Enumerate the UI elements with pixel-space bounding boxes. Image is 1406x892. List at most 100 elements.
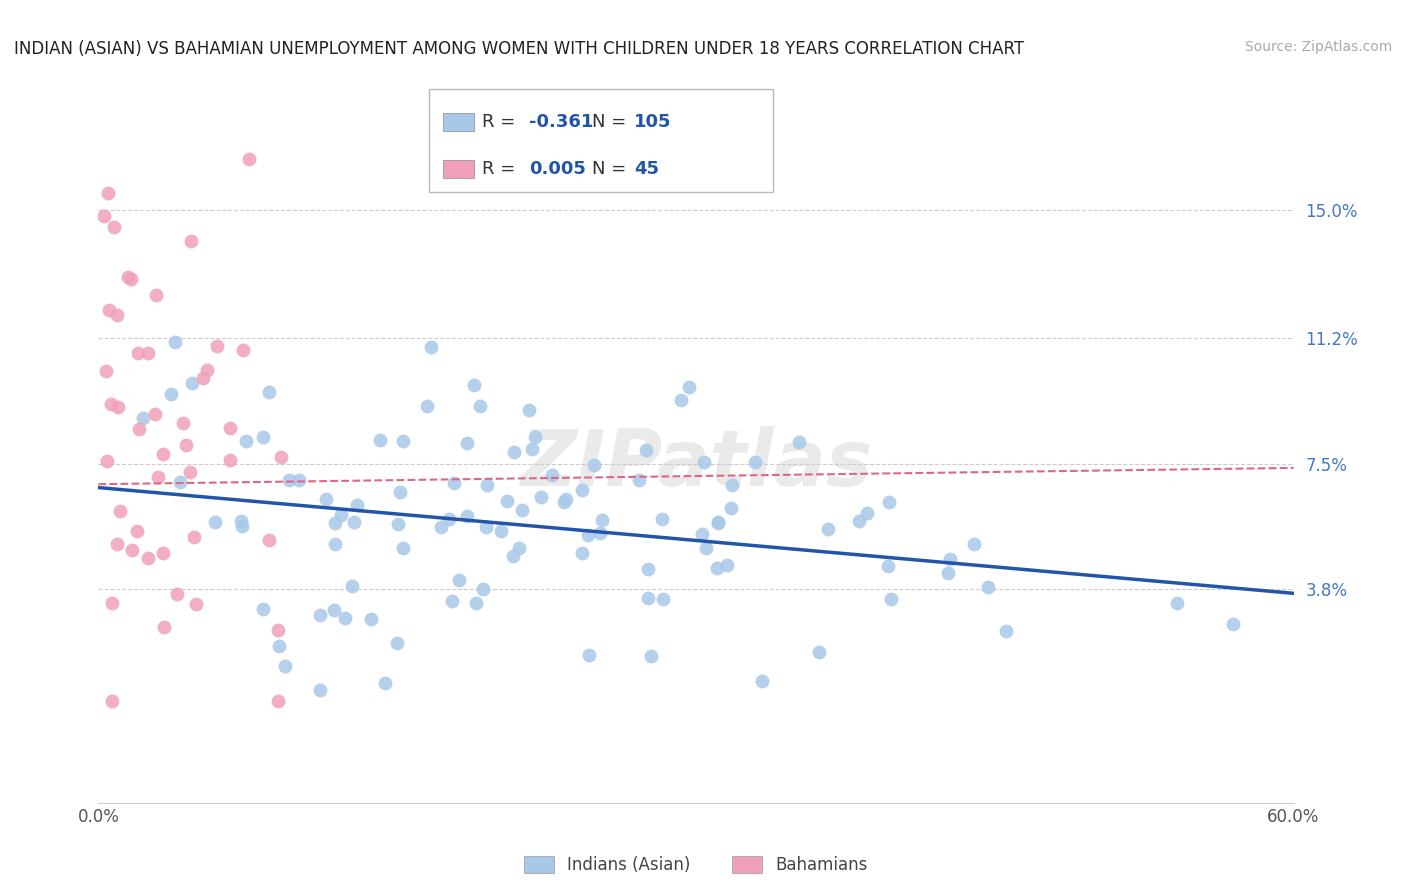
- Point: [637, 561, 659, 575]
- Text: Source: ZipAtlas.com: Source: ZipAtlas.com: [1244, 40, 1392, 54]
- Text: R =: R =: [482, 113, 522, 131]
- Point: [127, 346, 149, 360]
- Point: [553, 494, 575, 508]
- Point: [152, 447, 174, 461]
- Point: [640, 648, 662, 663]
- Point: [143, 408, 166, 422]
- Point: [145, 288, 167, 302]
- Point: [360, 612, 382, 626]
- Point: [105, 308, 128, 322]
- Point: [96, 454, 118, 468]
- Point: [817, 522, 839, 536]
- Point: [172, 416, 194, 430]
- Point: [468, 400, 491, 414]
- Point: [163, 334, 186, 349]
- Point: [125, 524, 148, 538]
- Point: [146, 470, 169, 484]
- Point: [93, 210, 115, 224]
- Point: [491, 524, 513, 539]
- Point: [591, 513, 613, 527]
- Point: [430, 520, 453, 534]
- Point: [346, 498, 368, 512]
- Point: [160, 387, 183, 401]
- Text: N =: N =: [592, 113, 631, 131]
- Point: [96, 364, 118, 378]
- Point: [219, 453, 242, 467]
- Point: [391, 434, 413, 449]
- Point: [588, 526, 610, 541]
- Point: [252, 430, 274, 444]
- Point: [169, 475, 191, 489]
- Point: [184, 597, 207, 611]
- Point: [995, 624, 1018, 638]
- Point: [387, 636, 409, 650]
- Point: [136, 551, 159, 566]
- Point: [288, 473, 311, 487]
- Point: [181, 376, 204, 390]
- Point: [443, 475, 465, 490]
- Point: [751, 674, 773, 689]
- Point: [101, 596, 124, 610]
- Point: [100, 397, 122, 411]
- Point: [787, 434, 810, 449]
- Point: [278, 473, 301, 487]
- Point: [340, 579, 363, 593]
- Point: [257, 533, 280, 547]
- Point: [716, 558, 738, 572]
- Point: [153, 620, 176, 634]
- Text: INDIAN (ASIAN) VS BAHAMIAN UNEMPLOYMENT AMONG WOMEN WITH CHILDREN UNDER 18 YEARS: INDIAN (ASIAN) VS BAHAMIAN UNEMPLOYMENT …: [14, 40, 1024, 58]
- Point: [179, 465, 201, 479]
- Point: [706, 561, 728, 575]
- Point: [103, 219, 125, 234]
- Legend: Indians (Asian), Bahamians: Indians (Asian), Bahamians: [516, 847, 876, 882]
- Point: [323, 516, 346, 530]
- Point: [583, 458, 606, 473]
- Point: [238, 152, 260, 166]
- Text: 0.005: 0.005: [529, 161, 585, 178]
- Point: [107, 537, 129, 551]
- Point: [571, 546, 593, 560]
- Point: [152, 546, 174, 560]
- Point: [132, 411, 155, 425]
- Point: [475, 478, 498, 492]
- Point: [315, 492, 337, 507]
- Point: [235, 434, 257, 449]
- Point: [517, 403, 540, 417]
- Point: [174, 438, 197, 452]
- Text: 105: 105: [634, 113, 672, 131]
- Point: [342, 515, 364, 529]
- Point: [634, 442, 657, 457]
- Point: [252, 602, 274, 616]
- Point: [456, 508, 478, 523]
- Point: [939, 552, 962, 566]
- Point: [101, 694, 124, 708]
- Point: [503, 444, 526, 458]
- Point: [877, 558, 900, 573]
- Point: [522, 442, 544, 457]
- Point: [232, 343, 254, 358]
- Point: [415, 400, 437, 414]
- Point: [571, 483, 593, 498]
- Text: N =: N =: [592, 161, 631, 178]
- Point: [510, 503, 533, 517]
- Point: [204, 515, 226, 529]
- Point: [936, 566, 959, 580]
- Point: [98, 302, 121, 317]
- Point: [257, 384, 280, 399]
- Point: [877, 495, 900, 509]
- Text: -0.361: -0.361: [529, 113, 593, 131]
- Point: [97, 186, 120, 200]
- Point: [231, 519, 253, 533]
- Point: [195, 363, 218, 377]
- Point: [578, 648, 600, 662]
- Point: [388, 485, 411, 500]
- Point: [530, 490, 553, 504]
- Point: [180, 234, 202, 248]
- Point: [651, 592, 673, 607]
- Point: [439, 512, 461, 526]
- Point: [267, 639, 290, 653]
- Point: [475, 520, 498, 534]
- Point: [325, 537, 347, 551]
- Point: [464, 596, 486, 610]
- Point: [231, 514, 253, 528]
